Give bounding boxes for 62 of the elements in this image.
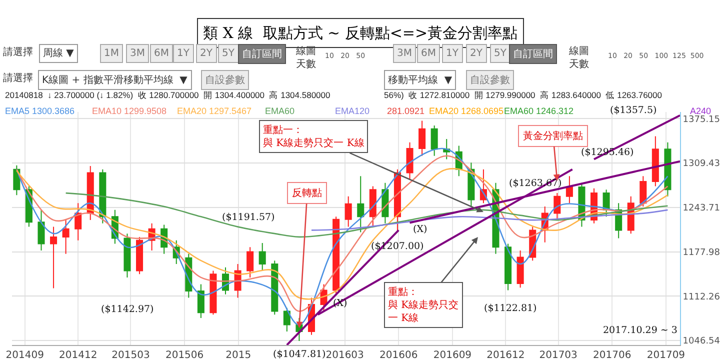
annotation: ($1357.5) xyxy=(610,105,657,116)
x-tick-label: 201506 xyxy=(165,350,204,359)
text: 線圖天數 xyxy=(568,46,589,70)
text: 自設參數 xyxy=(470,74,510,86)
text: 5Y xyxy=(494,48,508,59)
x-tick-label: 201703 xyxy=(539,350,578,359)
x-tick-label: 201709 xyxy=(646,350,686,359)
text: K線圖 + 指數平滑移動平均線 ▼ xyxy=(42,74,188,86)
x-tick-label: 201612 xyxy=(486,350,525,359)
text: EMA60 xyxy=(265,106,295,116)
text: 3M xyxy=(130,48,145,59)
chart-title: 類 X 線 取點方式 ~ 反轉點<=>黃金分割率點 xyxy=(203,24,518,42)
x-tick-label: 201409 xyxy=(6,350,44,359)
x-tick-label: 201706 xyxy=(593,350,632,359)
text: 5Y xyxy=(222,48,236,59)
y-tick-label: 1046.54 xyxy=(682,336,720,347)
annotation: 2017.10.29 ~ 3 xyxy=(603,325,678,336)
text: 2Y xyxy=(470,48,484,59)
y-tick-label: 1243.71 xyxy=(682,204,720,214)
annotation: ($1047.81) xyxy=(273,349,326,359)
text: EMA10 1299.9508 xyxy=(92,106,167,116)
y-tick-label: 1112.26 xyxy=(682,292,720,302)
x-tick-label: 201609 xyxy=(433,350,472,359)
text: 1M xyxy=(104,48,119,59)
text: A240 xyxy=(690,106,712,116)
annotation: (X) xyxy=(413,224,428,235)
text: 請選擇 xyxy=(3,72,33,84)
annotation: ($1122.81) xyxy=(484,303,537,314)
text: 2Y xyxy=(200,48,214,59)
annotation: ($1191.57) xyxy=(222,212,275,223)
text: EMA120 xyxy=(335,106,370,116)
text: 自設參數 xyxy=(205,74,245,86)
text: 移動平均線 ▼ xyxy=(388,74,452,86)
annotation: 281.0921 xyxy=(387,106,425,116)
y-tick-label: 1375.15 xyxy=(682,114,720,125)
annotation: EMA60 1246.312 xyxy=(504,106,574,116)
y-tick-label: 1177.98 xyxy=(682,248,720,258)
annotation: 重點：與 K線走勢只交一 K線 xyxy=(388,286,459,324)
text: EMA5 1300.3686 xyxy=(5,106,75,116)
text: 1Y xyxy=(177,48,190,59)
annotation: 反轉點 xyxy=(292,187,322,199)
text: 1Y xyxy=(446,48,460,59)
annotation: ($1142.97) xyxy=(101,304,154,315)
text: 6M xyxy=(154,48,169,59)
x-tick-label: 2015 xyxy=(226,350,252,359)
x-tick-label: 201412 xyxy=(59,350,98,359)
text: 自訂區間 xyxy=(513,48,553,60)
x-tick-label: 201603 xyxy=(326,350,364,359)
annotation: EMA20 1268.0695 xyxy=(429,106,504,116)
text: 3M xyxy=(397,48,412,59)
x-tick-label: 201606 xyxy=(380,350,418,359)
annotation: 重點一：與 K線走勢只交一 K線 xyxy=(263,124,364,149)
text: 自訂區間 xyxy=(242,48,282,60)
text: 請選擇 xyxy=(3,46,33,58)
text: 56%) 收 1272.810000 開 1279.990000 高 1283.640000 低 1263.76000 xyxy=(384,90,662,100)
x-tick-label: 201503 xyxy=(112,350,150,359)
annotation: 黃金分割率點 xyxy=(523,130,583,142)
y-tick-label: 1309.43 xyxy=(682,159,720,170)
text: 6M xyxy=(421,48,436,59)
text: 20140818 ↓ 23.700000 (↓ 1.82%) 收 1280.700000 開 1304.400000 高 1304.580000 xyxy=(5,90,330,100)
text: 周線 ▼ xyxy=(43,48,74,59)
text: EMA20 1297.5467 xyxy=(177,106,252,116)
